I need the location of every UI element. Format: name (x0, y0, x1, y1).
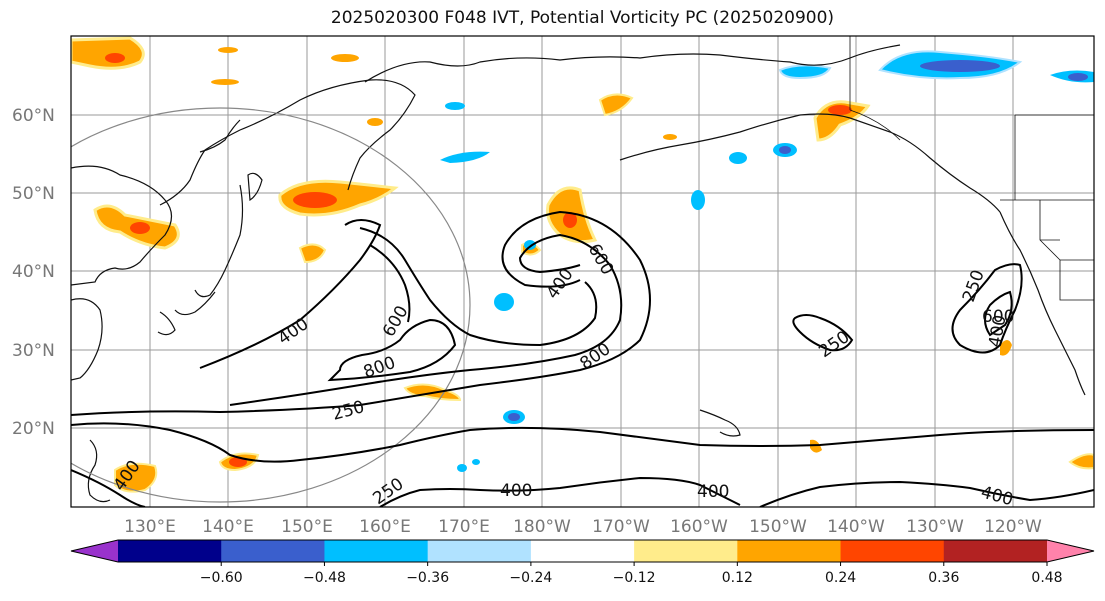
lat-label: 60°N (12, 106, 55, 126)
contour-label: 400 (500, 481, 532, 501)
coastlines (71, 44, 1086, 503)
colorbar-tick-label: −0.36 (406, 570, 449, 586)
colorbar-extend-min (71, 540, 118, 562)
lat-label: 20°N (12, 419, 55, 439)
lat-label: 50°N (12, 184, 55, 204)
lon-label: 130°E (124, 517, 176, 537)
colorbar-segment (118, 540, 222, 562)
colorbar-extend-max (1047, 540, 1094, 562)
colorbar-outline (70, 539, 1095, 563)
colorbar-tick-label: −0.48 (303, 570, 346, 586)
colorbar: −0.60 −0.48 −0.36 −0.24 −0.12 0.12 0.24 0.36 0.4… (70, 539, 1095, 586)
colorbar-segment (530, 540, 635, 562)
colorbar-tick-label: 0.48 (1031, 570, 1062, 586)
lon-label: 170°W (592, 517, 650, 537)
lon-label: 160°E (359, 517, 411, 537)
contour-label: 400 (697, 482, 729, 502)
lon-label: 140°E (202, 517, 254, 537)
lon-label: 130°W (906, 517, 964, 537)
map-frame (70, 35, 1095, 508)
pv-shading (71, 36, 1094, 493)
longitude-labels: 130°E 140°E 150°E 160°E 170°E 180°W 170°… (124, 517, 1042, 537)
lon-label: 120°W (984, 517, 1042, 537)
colorbar-segment (737, 540, 842, 562)
colorbar-segment (840, 540, 945, 562)
lon-label: 140°W (827, 517, 885, 537)
range-ring (71, 107, 471, 503)
colorbar-segment (324, 540, 429, 562)
lon-label: 170°E (438, 517, 490, 537)
latitude-labels: 60°N 50°N 40°N 30°N 20°N (12, 106, 55, 439)
colorbar-tick-label: −0.24 (509, 570, 552, 586)
colorbar-tick-label: −0.12 (613, 570, 656, 586)
map-title: 2025020300 F048 IVT, Potential Vorticity… (330, 8, 835, 28)
lon-label: 150°E (281, 517, 333, 537)
lon-label: 150°W (749, 517, 807, 537)
colorbar-segment (943, 540, 1048, 562)
ivt-contours (71, 210, 1094, 507)
lat-label: 30°N (12, 341, 55, 361)
graticule (71, 36, 1094, 507)
lon-label: 180°W (513, 517, 571, 537)
colorbar-tick-label: 0.36 (928, 570, 959, 586)
boundaries (849, 36, 1094, 301)
colorbar-tick-label: 0.12 (722, 570, 753, 586)
colorbar-segment (634, 540, 738, 562)
lon-label: 160°W (670, 517, 728, 537)
colorbar-tick-label: 0.24 (825, 570, 856, 586)
lat-label: 40°N (12, 262, 55, 282)
colorbar-tick-label: −0.60 (200, 570, 243, 586)
colorbar-segment (427, 540, 532, 562)
contour-label: 600 (982, 307, 1014, 327)
colorbar-segment (221, 540, 325, 562)
